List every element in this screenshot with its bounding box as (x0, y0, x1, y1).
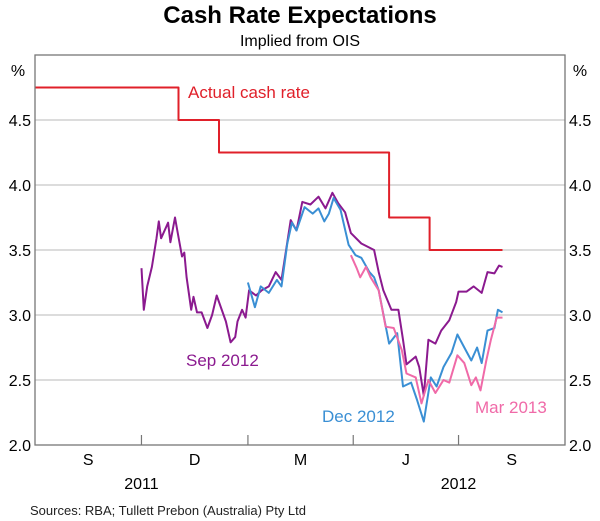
x-tick-label: J (402, 452, 410, 469)
y-tick-label-left: 3.5 (9, 243, 31, 260)
x-tick-label: D (189, 452, 201, 469)
y-tick-label-right: 2.0 (569, 438, 591, 455)
source-note: Sources: RBA; Tullett Prebon (Australia)… (30, 503, 306, 518)
y-unit-left: % (11, 63, 25, 80)
x-tick-label: S (83, 452, 94, 469)
label-mar-2013: Mar 2013 (475, 398, 547, 417)
series-line-dec-2012 (246, 197, 503, 423)
y-tick-label-left: 2.5 (9, 373, 31, 390)
label-actual-cash-rate: Actual cash rate (188, 83, 310, 102)
y-tick-label-right: 2.5 (569, 373, 591, 390)
label-dec-2012: Dec 2012 (322, 407, 395, 426)
plot-frame (34, 54, 566, 446)
y-unit-right: % (573, 63, 587, 80)
y-tick-label-right: 3.0 (569, 308, 591, 325)
y-tick-label-left: 4.0 (9, 178, 31, 195)
year-label: 2012 (441, 476, 477, 493)
y-tick-label-left: 4.5 (9, 113, 31, 130)
x-tick-label: M (294, 452, 307, 469)
y-tick-label-right: 3.5 (569, 243, 591, 260)
label-sep-2012: Sep 2012 (186, 351, 259, 370)
chart-subtitle: Implied from OIS (240, 33, 360, 50)
y-tick-label-left: 2.0 (9, 438, 31, 455)
x-tick-label: S (506, 452, 517, 469)
chart-title: Cash Rate Expectations (163, 2, 436, 29)
y-tick-label-right: 4.0 (569, 178, 591, 195)
series-line-actual-cash-rate (35, 86, 503, 251)
series-line-mar-2013 (349, 254, 503, 405)
year-label: 2011 (124, 476, 159, 493)
y-tick-label-right: 4.5 (569, 113, 591, 130)
y-tick-label-left: 3.0 (9, 308, 31, 325)
